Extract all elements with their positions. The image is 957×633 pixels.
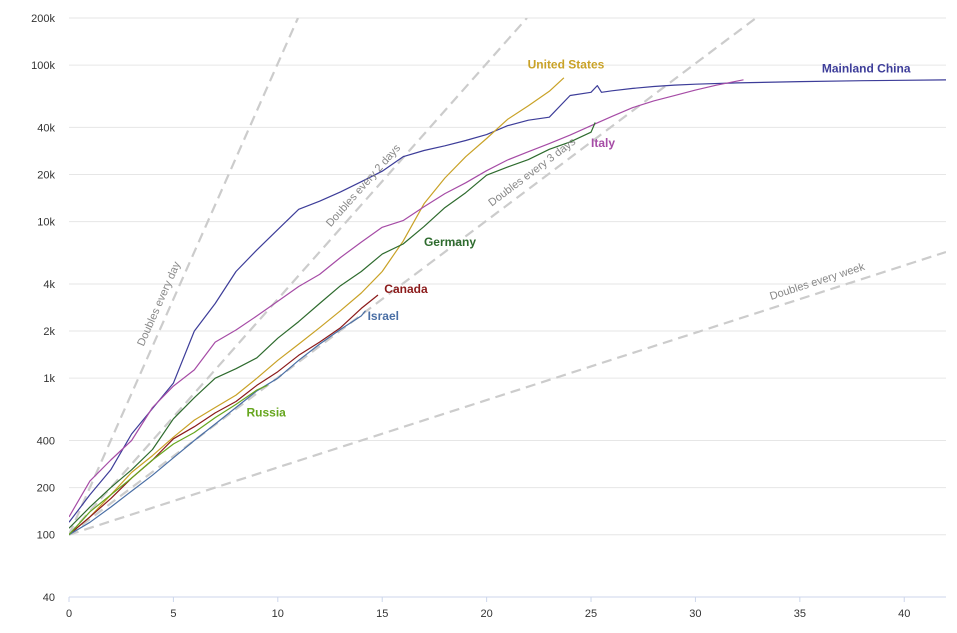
reference-label-doubles-every-day: Doubles every day xyxy=(135,259,183,348)
reference-label-doubles-every-2-days: Doubles every 2 days xyxy=(324,142,403,229)
series-line-israel xyxy=(69,310,366,536)
reference-lines xyxy=(69,18,946,536)
x-tick-label: 35 xyxy=(794,608,806,620)
x-tick-label: 5 xyxy=(170,608,176,620)
series-lines xyxy=(69,77,946,536)
y-tick-label: 400 xyxy=(37,435,55,447)
series-line-italy xyxy=(69,79,744,518)
series-line-mainland-china xyxy=(69,79,946,523)
reference-line-doubles-every-day xyxy=(69,18,299,536)
y-tick-label: 200 xyxy=(37,483,55,495)
x-tick-label: 40 xyxy=(898,608,910,620)
y-tick-label: 20k xyxy=(37,170,55,182)
y-tick-label: 100 xyxy=(37,530,55,542)
series-label-italy: Italy xyxy=(591,136,615,150)
y-tick-label: 40k xyxy=(37,122,55,134)
x-tick-label: 0 xyxy=(66,608,72,620)
axes: 40 100 200 400 1k 2k 4k 10k 20k 40k 100k 200k 0 5 10 15… xyxy=(31,13,946,620)
reference-label-doubles-every-3-days: Doubles every 3 days xyxy=(486,136,578,209)
reference-line-doubles-every-2-days xyxy=(69,18,528,536)
series-label-israel: Israel xyxy=(368,309,399,323)
x-tick-label: 15 xyxy=(376,608,388,620)
series-label-russia: Russia xyxy=(246,405,286,419)
series-label-united-states: United States xyxy=(528,58,605,72)
series-label-canada: Canada xyxy=(384,282,428,296)
series-line-united-states xyxy=(69,77,565,536)
series-line-russia xyxy=(69,384,268,536)
x-tick-label: 20 xyxy=(480,608,492,620)
y-tick-label: 4k xyxy=(43,279,55,291)
y-tick-label: 200k xyxy=(31,13,55,25)
y-tick-label: 100k xyxy=(31,60,55,72)
series-label-mainland-china: Mainland China xyxy=(822,61,911,75)
grid-lines xyxy=(69,17,946,598)
x-tick-label: 10 xyxy=(272,608,284,620)
x-tick-label: 25 xyxy=(585,608,597,620)
y-tick-label: 2k xyxy=(43,326,55,338)
series-labels: Doubles every day Doubles every 2 days Dou… xyxy=(135,58,911,420)
y-tick-label: 1k xyxy=(43,373,55,385)
series-label-germany: Germany xyxy=(424,235,476,249)
y-tick-label: 40 xyxy=(43,592,55,604)
reference-line-doubles-every-week xyxy=(69,250,946,536)
series-line-canada xyxy=(69,294,379,536)
x-tick-label: 30 xyxy=(689,608,701,620)
y-tick-label: 10k xyxy=(37,217,55,229)
series-line-germany xyxy=(69,122,596,529)
